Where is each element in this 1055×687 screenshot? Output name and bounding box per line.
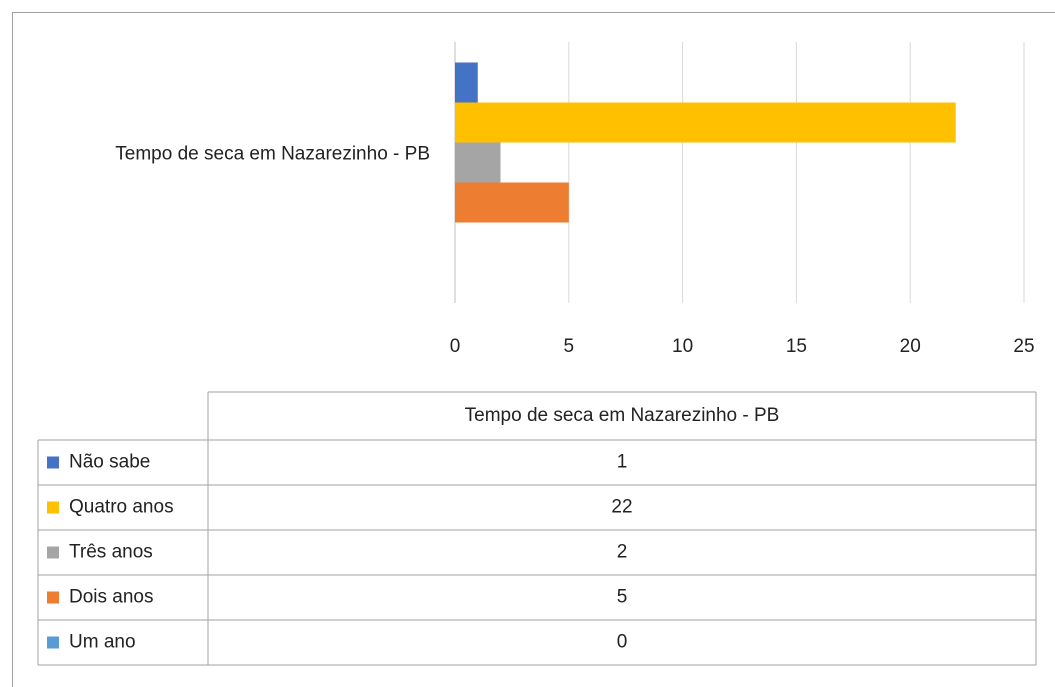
legend-label: Um ano [69,632,136,653]
x-tick-label: 25 [1013,336,1034,357]
legend-swatch [47,546,59,559]
table-value: 22 [611,497,632,518]
legend-swatch [47,501,59,514]
y-tick-label: Tempo de seca em Nazarezinho - PB [115,144,430,165]
table-value: 2 [617,542,628,563]
legend-swatch [47,636,59,649]
x-tick-label: 20 [900,336,921,357]
x-tick-label: 15 [786,336,807,357]
bar [455,102,956,143]
x-tick-label: 0 [450,336,461,357]
bar [455,62,478,103]
legend-swatch [47,591,59,604]
legend-label: Três anos [69,542,153,563]
table-value: 0 [617,632,628,653]
x-tick-label: 10 [672,336,693,357]
legend-label: Dois anos [69,587,154,608]
bar [455,142,501,183]
legend-label: Não sabe [69,452,150,473]
x-tick-label: 5 [564,336,575,357]
table-header: Tempo de seca em Nazarezinho - PB [465,405,780,426]
table-value: 1 [617,452,628,473]
table-value: 5 [617,587,628,608]
bar [455,182,569,223]
legend-label: Quatro anos [69,497,174,518]
legend-swatch [47,456,59,469]
